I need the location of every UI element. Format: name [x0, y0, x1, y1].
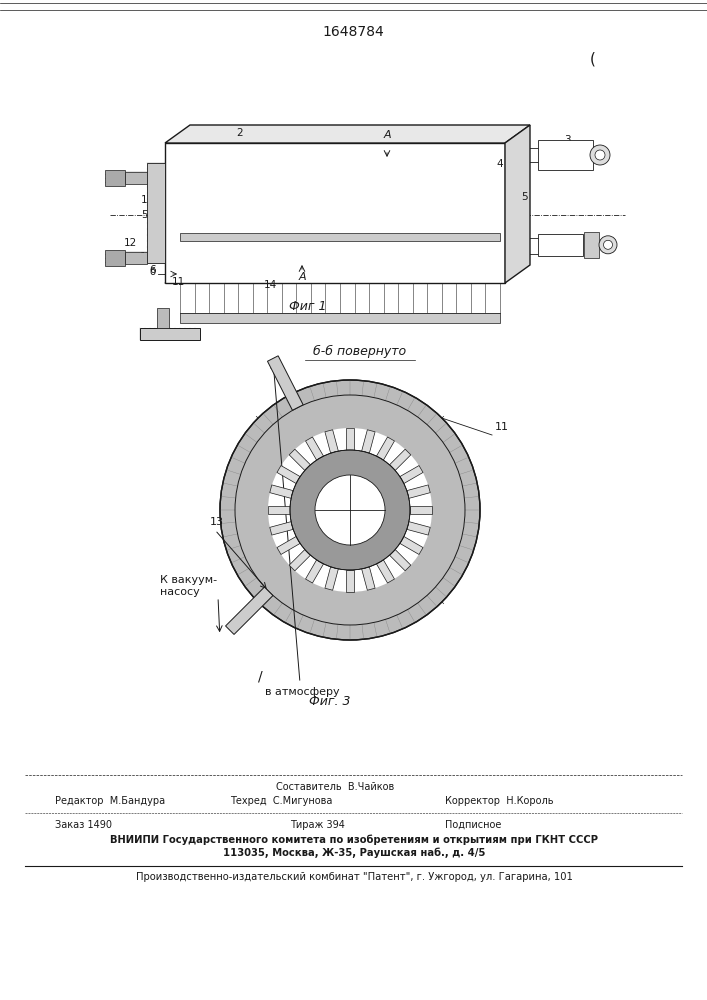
Bar — [125, 252, 147, 264]
Text: (: ( — [590, 52, 596, 67]
Text: 1648784: 1648784 — [322, 25, 384, 39]
Circle shape — [220, 380, 480, 640]
Text: 11: 11 — [495, 422, 509, 432]
Ellipse shape — [590, 145, 610, 165]
Polygon shape — [325, 430, 339, 453]
Polygon shape — [226, 587, 273, 634]
Bar — [165, 143, 505, 283]
Text: Фиг 1: Фиг 1 — [289, 300, 327, 313]
Polygon shape — [267, 356, 303, 410]
Text: Производственно-издательский комбинат "Патент", г. Ужгород, ул. Гагарина, 101: Производственно-издательский комбинат "П… — [136, 872, 573, 882]
Polygon shape — [400, 537, 423, 554]
Bar — [147, 163, 165, 263]
Polygon shape — [277, 466, 300, 483]
Polygon shape — [268, 506, 290, 514]
Polygon shape — [289, 449, 310, 470]
Polygon shape — [505, 125, 530, 283]
Bar — [180, 233, 500, 241]
Polygon shape — [305, 437, 324, 460]
Bar — [140, 328, 200, 340]
Text: 4: 4 — [497, 159, 503, 169]
Bar — [584, 232, 599, 258]
Bar — [157, 308, 169, 328]
Polygon shape — [277, 537, 300, 554]
Polygon shape — [390, 449, 411, 470]
Text: в атмосферу: в атмосферу — [265, 687, 339, 697]
Bar — [538, 234, 583, 256]
Text: 13: 13 — [141, 195, 153, 205]
Text: 5: 5 — [522, 192, 528, 202]
Bar — [105, 170, 125, 186]
Ellipse shape — [599, 236, 617, 254]
Polygon shape — [407, 522, 431, 535]
Polygon shape — [377, 437, 395, 460]
Polygon shape — [270, 522, 293, 535]
Text: 11: 11 — [171, 277, 185, 287]
Text: Корректор  Н.Король: Корректор Н.Король — [445, 796, 554, 806]
Text: Подписное: Подписное — [445, 820, 501, 830]
Ellipse shape — [595, 150, 605, 160]
Text: Составитель  В.Чайков: Составитель В.Чайков — [276, 782, 394, 792]
Bar — [125, 172, 147, 184]
Polygon shape — [270, 485, 293, 498]
Circle shape — [268, 428, 432, 592]
Text: /: / — [258, 669, 262, 683]
Text: К вакуум-
насосу: К вакуум- насосу — [160, 575, 217, 597]
Bar — [180, 313, 500, 323]
Ellipse shape — [604, 240, 612, 249]
Polygon shape — [362, 567, 375, 590]
Polygon shape — [289, 550, 310, 571]
Text: Редактор  М.Бандура: Редактор М.Бандура — [55, 796, 165, 806]
Text: 13: 13 — [210, 517, 224, 527]
Text: 6: 6 — [150, 265, 156, 275]
Text: 12: 12 — [124, 238, 136, 248]
Text: Техред  С.Мигунова: Техред С.Мигунова — [230, 796, 332, 806]
Bar — [538, 140, 593, 170]
Polygon shape — [407, 485, 431, 498]
Text: 2: 2 — [237, 128, 243, 138]
Text: Заказ 1490: Заказ 1490 — [55, 820, 112, 830]
Text: 14: 14 — [264, 280, 276, 290]
Polygon shape — [346, 428, 354, 450]
Polygon shape — [377, 560, 395, 583]
Polygon shape — [165, 125, 530, 143]
Polygon shape — [305, 560, 324, 583]
Circle shape — [315, 475, 385, 545]
Text: А: А — [383, 130, 391, 140]
Text: ВНИИПИ Государственного комитета по изобретениям и открытиям при ГКНТ СССР: ВНИИПИ Государственного комитета по изоб… — [110, 834, 598, 845]
Text: 3: 3 — [563, 135, 571, 145]
Polygon shape — [362, 430, 375, 453]
Polygon shape — [410, 506, 432, 514]
Text: 5: 5 — [141, 210, 148, 220]
Polygon shape — [175, 168, 500, 278]
Text: б-б повернуто: б-б повернуто — [313, 345, 407, 358]
Circle shape — [290, 450, 410, 570]
Polygon shape — [325, 567, 339, 590]
Text: А: А — [298, 272, 306, 282]
Text: 6: 6 — [148, 182, 156, 192]
Text: 1: 1 — [140, 252, 146, 262]
Polygon shape — [400, 466, 423, 483]
Text: 113035, Москва, Ж-35, Раушская наб., д. 4/5: 113035, Москва, Ж-35, Раушская наб., д. … — [223, 848, 485, 858]
Bar — [105, 250, 125, 266]
Polygon shape — [346, 570, 354, 592]
Polygon shape — [390, 550, 411, 571]
Text: Фиг. 3: Фиг. 3 — [309, 695, 351, 708]
Text: б: б — [149, 267, 155, 277]
Text: Тираж 394: Тираж 394 — [290, 820, 345, 830]
